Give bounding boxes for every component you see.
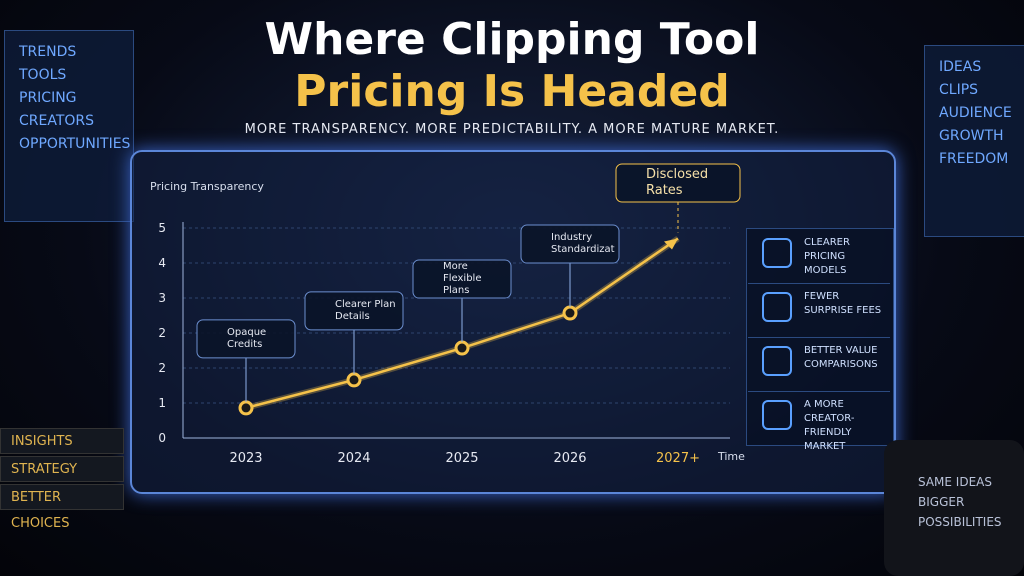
annotation-text: Clearer Plan Details bbox=[335, 298, 396, 322]
benefit-icon bbox=[762, 346, 792, 376]
annotation-box bbox=[304, 291, 404, 331]
point bbox=[454, 340, 470, 356]
x-tick-label: 2024 bbox=[337, 451, 370, 466]
annotation: Industry Standardization bbox=[551, 232, 615, 256]
y-axis-label: Pricing Transparency bbox=[150, 180, 264, 193]
annotation-box bbox=[412, 259, 512, 299]
annotation-text: Industry Standardization bbox=[551, 232, 615, 256]
x-tick-label: 2027+ bbox=[656, 451, 700, 466]
point bbox=[562, 305, 578, 321]
annotation: Clearer Plan Details bbox=[335, 298, 396, 322]
left-panel: TRENDS TOOLS PRICING CREATORS OPPORTUNITIES bbox=[4, 30, 134, 222]
y-tick-label: 5 bbox=[158, 221, 166, 235]
arrow-head bbox=[664, 238, 678, 250]
benefit-card: BETTER VALUE COMPARISONS bbox=[748, 340, 890, 392]
x-tick-label: 2026 bbox=[553, 451, 586, 466]
y-tick-label: 2 bbox=[158, 361, 166, 375]
title: Where Clipping Tool bbox=[264, 14, 760, 65]
right-panel: IDEAS CLIPS AUDIENCE GROWTH FREEDOM bbox=[924, 45, 1024, 237]
y-tick-label: 1 bbox=[158, 396, 166, 410]
panel-item: OPPORTUNITIES bbox=[19, 136, 131, 152]
subtitle: MORE TRANSPARENCY. MORE PREDICTABILITY. … bbox=[244, 122, 780, 137]
panel-item: AUDIENCE bbox=[939, 105, 1012, 121]
benefit-text: CLEARER PRICING MODELS bbox=[804, 237, 850, 276]
annotation-text: More Flexible Plans bbox=[443, 262, 482, 297]
y-tick-label: 3 bbox=[158, 291, 166, 305]
y-tick-label: 4 bbox=[158, 256, 166, 270]
annotation: Opaque Credits bbox=[227, 326, 267, 350]
annotation-box bbox=[196, 319, 296, 359]
point bbox=[346, 372, 362, 388]
title: Pricing Is Headed bbox=[294, 66, 730, 117]
panel-item: IDEAS bbox=[939, 59, 982, 75]
annotation: Disclosed Rates bbox=[646, 167, 709, 198]
panel-item: TRENDS bbox=[19, 44, 77, 60]
annotation-box bbox=[615, 163, 741, 203]
benefit-card: CLEARER PRICING MODELS bbox=[748, 232, 890, 284]
annotation-box bbox=[520, 224, 620, 264]
panel-item: TOOLS bbox=[19, 67, 67, 83]
benefit-card: A MORE CREATOR-FRIENDLY MARKET bbox=[748, 394, 890, 452]
benefit-card: FEWER SURPRISE FEES bbox=[748, 286, 890, 338]
camera bbox=[884, 440, 1024, 576]
camera-text: SAME IDEAS BIGGER POSSIBILITIES bbox=[918, 475, 1002, 529]
point bbox=[238, 400, 254, 416]
benefit-text: A MORE CREATOR-FRIENDLY MARKET bbox=[804, 399, 855, 452]
panel-item: GROWTH bbox=[939, 128, 1004, 144]
benefit-text: BETTER VALUE COMPARISONS bbox=[804, 345, 878, 370]
x-axis-label: Time bbox=[717, 450, 745, 463]
y-tick-label: 2 bbox=[158, 326, 166, 340]
annotation-text: Disclosed Rates bbox=[646, 167, 709, 198]
book: STRATEGY bbox=[0, 456, 124, 482]
benefit-text: FEWER SURPRISE FEES bbox=[804, 291, 882, 316]
book: INSIGHTS bbox=[0, 428, 124, 454]
panel-item: CREATORS bbox=[19, 113, 95, 129]
x-tick-label: 2025 bbox=[445, 451, 478, 466]
benefit-icon bbox=[762, 400, 792, 430]
benefit-icon bbox=[762, 238, 792, 268]
benefit-icon bbox=[762, 292, 792, 322]
y-tick-label: 0 bbox=[158, 431, 166, 445]
panel-item: CLIPS bbox=[939, 82, 979, 98]
book: BETTER CHOICES bbox=[0, 484, 124, 531]
panel-item: FREEDOM bbox=[939, 151, 1009, 167]
annotation-text: Opaque Credits bbox=[227, 326, 267, 350]
annotation: More Flexible Plans bbox=[443, 262, 482, 297]
x-tick-label: 2023 bbox=[229, 451, 262, 466]
panel-item: PRICING bbox=[19, 90, 77, 106]
